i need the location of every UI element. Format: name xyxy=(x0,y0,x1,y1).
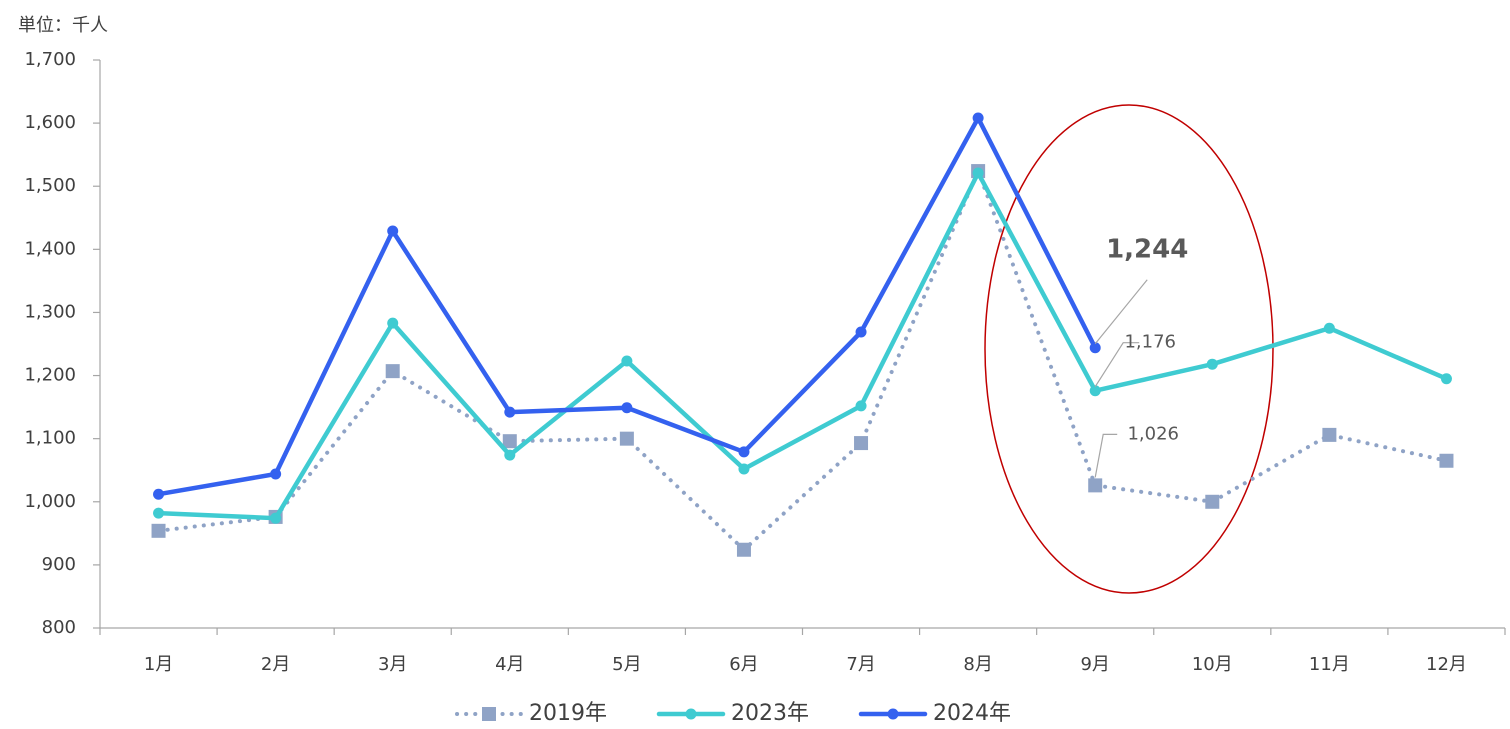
y-tick-label: 1,500 xyxy=(24,175,76,196)
marker xyxy=(270,468,282,480)
marker xyxy=(621,402,633,414)
leader-line xyxy=(1094,433,1118,478)
marker xyxy=(854,436,869,451)
marker xyxy=(855,400,867,412)
marker xyxy=(738,446,750,458)
series-line xyxy=(156,170,1449,521)
marker xyxy=(1088,478,1103,493)
y-tick-label: 900 xyxy=(42,554,76,575)
legend-label: 2019年 xyxy=(529,701,607,726)
highlight-ellipse xyxy=(984,104,1274,594)
marker xyxy=(1206,358,1218,370)
x-tick-label: 7月 xyxy=(846,654,875,675)
series: 1,026 xyxy=(151,164,1454,557)
y-tick-label: 800 xyxy=(42,617,76,638)
marker xyxy=(387,225,399,237)
marker xyxy=(621,355,633,367)
x-tick-label: 8月 xyxy=(963,654,992,675)
marker xyxy=(1322,427,1337,442)
x-tick-label: 5月 xyxy=(612,654,641,675)
data-label: 1,244 xyxy=(1106,234,1188,264)
marker xyxy=(738,463,750,475)
series: 1,244 xyxy=(153,112,1188,500)
marker xyxy=(685,708,697,720)
x-tick-label: 10月 xyxy=(1192,654,1233,675)
y-tick-label: 1,100 xyxy=(24,428,76,449)
legend-label: 2023年 xyxy=(731,701,809,726)
leader-line xyxy=(1094,342,1140,388)
marker xyxy=(151,523,166,538)
x-tick-label: 12月 xyxy=(1426,654,1467,675)
x-tick-label: 1月 xyxy=(144,654,173,675)
y-tick-label: 1,300 xyxy=(24,301,76,322)
y-tick-label: 1,600 xyxy=(24,112,76,133)
legend-label: 2024年 xyxy=(933,701,1011,726)
marker xyxy=(972,112,984,124)
y-tick-label: 1,000 xyxy=(24,491,76,512)
marker xyxy=(385,364,400,379)
y-tick-label: 1,700 xyxy=(24,49,76,70)
marker xyxy=(619,431,634,446)
marker xyxy=(1089,385,1101,397)
marker xyxy=(482,707,496,721)
series-line xyxy=(156,169,1449,552)
x-tick-label: 9月 xyxy=(1080,654,1109,675)
marker xyxy=(1439,453,1454,468)
marker xyxy=(972,167,984,179)
marker xyxy=(387,317,399,329)
marker xyxy=(504,406,516,418)
data-label: 1,026 xyxy=(1127,423,1179,444)
leader-line xyxy=(1094,279,1148,345)
marker xyxy=(855,326,867,338)
data-label: 1,176 xyxy=(1124,332,1176,353)
y-tick-label: 1,400 xyxy=(24,238,76,259)
marker xyxy=(1089,342,1101,354)
x-tick-label: 6月 xyxy=(729,654,758,675)
marker xyxy=(1205,494,1220,509)
x-tick-label: 3月 xyxy=(378,654,407,675)
x-tick-label: 2月 xyxy=(261,654,290,675)
marker xyxy=(270,512,282,524)
marker xyxy=(502,434,517,449)
x-tick-label: 4月 xyxy=(495,654,524,675)
marker xyxy=(1323,322,1335,334)
x-tick-label: 11月 xyxy=(1309,654,1350,675)
legend: 2019年 2023年 2024年 xyxy=(455,701,1011,726)
marker xyxy=(1440,373,1452,385)
marker xyxy=(736,542,751,557)
marker xyxy=(504,449,516,461)
marker xyxy=(153,488,165,500)
series: 1,176 xyxy=(153,167,1452,524)
y-axis-label: 単位：千人 xyxy=(18,15,108,36)
marker xyxy=(887,708,899,720)
marker xyxy=(153,507,165,519)
y-tick-label: 1,200 xyxy=(24,365,76,386)
